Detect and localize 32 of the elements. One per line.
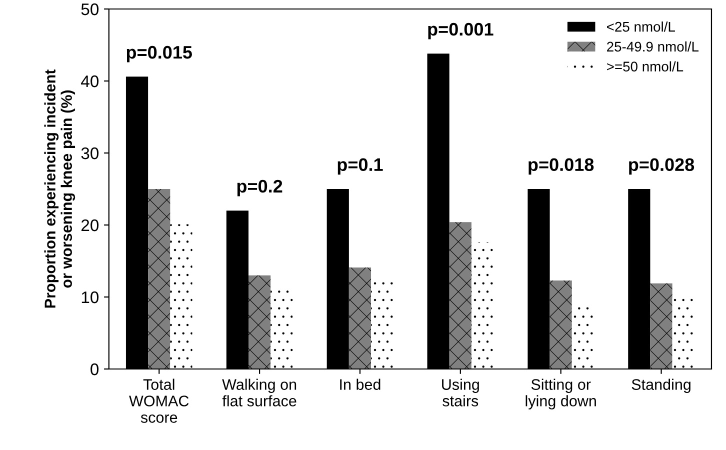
- bar: [170, 224, 192, 369]
- legend-label: >=50 nmol/L: [607, 61, 684, 72]
- x-tick-label: Using stairs: [442, 378, 479, 406]
- x-tick-label: Sitting or lying down: [526, 378, 596, 410]
- annotation: p=0.018: [528, 158, 594, 175]
- y-tick-label: 30: [81, 147, 99, 160]
- bar: [650, 283, 672, 369]
- bar: [672, 298, 694, 369]
- x-tick-label: Standing: [632, 378, 690, 393]
- x-tick-label: Walking on flat surface: [222, 378, 296, 406]
- legend-label: 25-49.9 nmol/L: [607, 41, 699, 52]
- bar: [148, 189, 170, 369]
- annotation: p=0.028: [629, 158, 694, 175]
- annotation: p=0.1: [338, 158, 383, 175]
- bar: [550, 280, 572, 369]
- annotation: p=0.2: [237, 180, 282, 196]
- x-tick-label: Total WOMAC score: [129, 378, 189, 423]
- y-tick-label: 20: [81, 219, 99, 232]
- legend-label: <25 nmol/L: [607, 22, 675, 32]
- x-tick-label: In bed: [340, 378, 380, 390]
- bar: [449, 222, 472, 369]
- y-tick-label: 50: [81, 3, 99, 16]
- y-tick-label: 40: [81, 75, 99, 88]
- bar: [572, 302, 594, 369]
- bar: [248, 275, 271, 369]
- bar: [471, 242, 494, 369]
- y-tick-label: 10: [82, 291, 99, 304]
- annotation: p=0.001: [428, 22, 494, 40]
- bar: [270, 285, 293, 369]
- y-tick-label: 0: [90, 363, 99, 376]
- annotation: p=0.015: [126, 46, 192, 62]
- y-axis-title: Proportion experiencing incident or worsening knee pain (%): [44, 69, 76, 308]
